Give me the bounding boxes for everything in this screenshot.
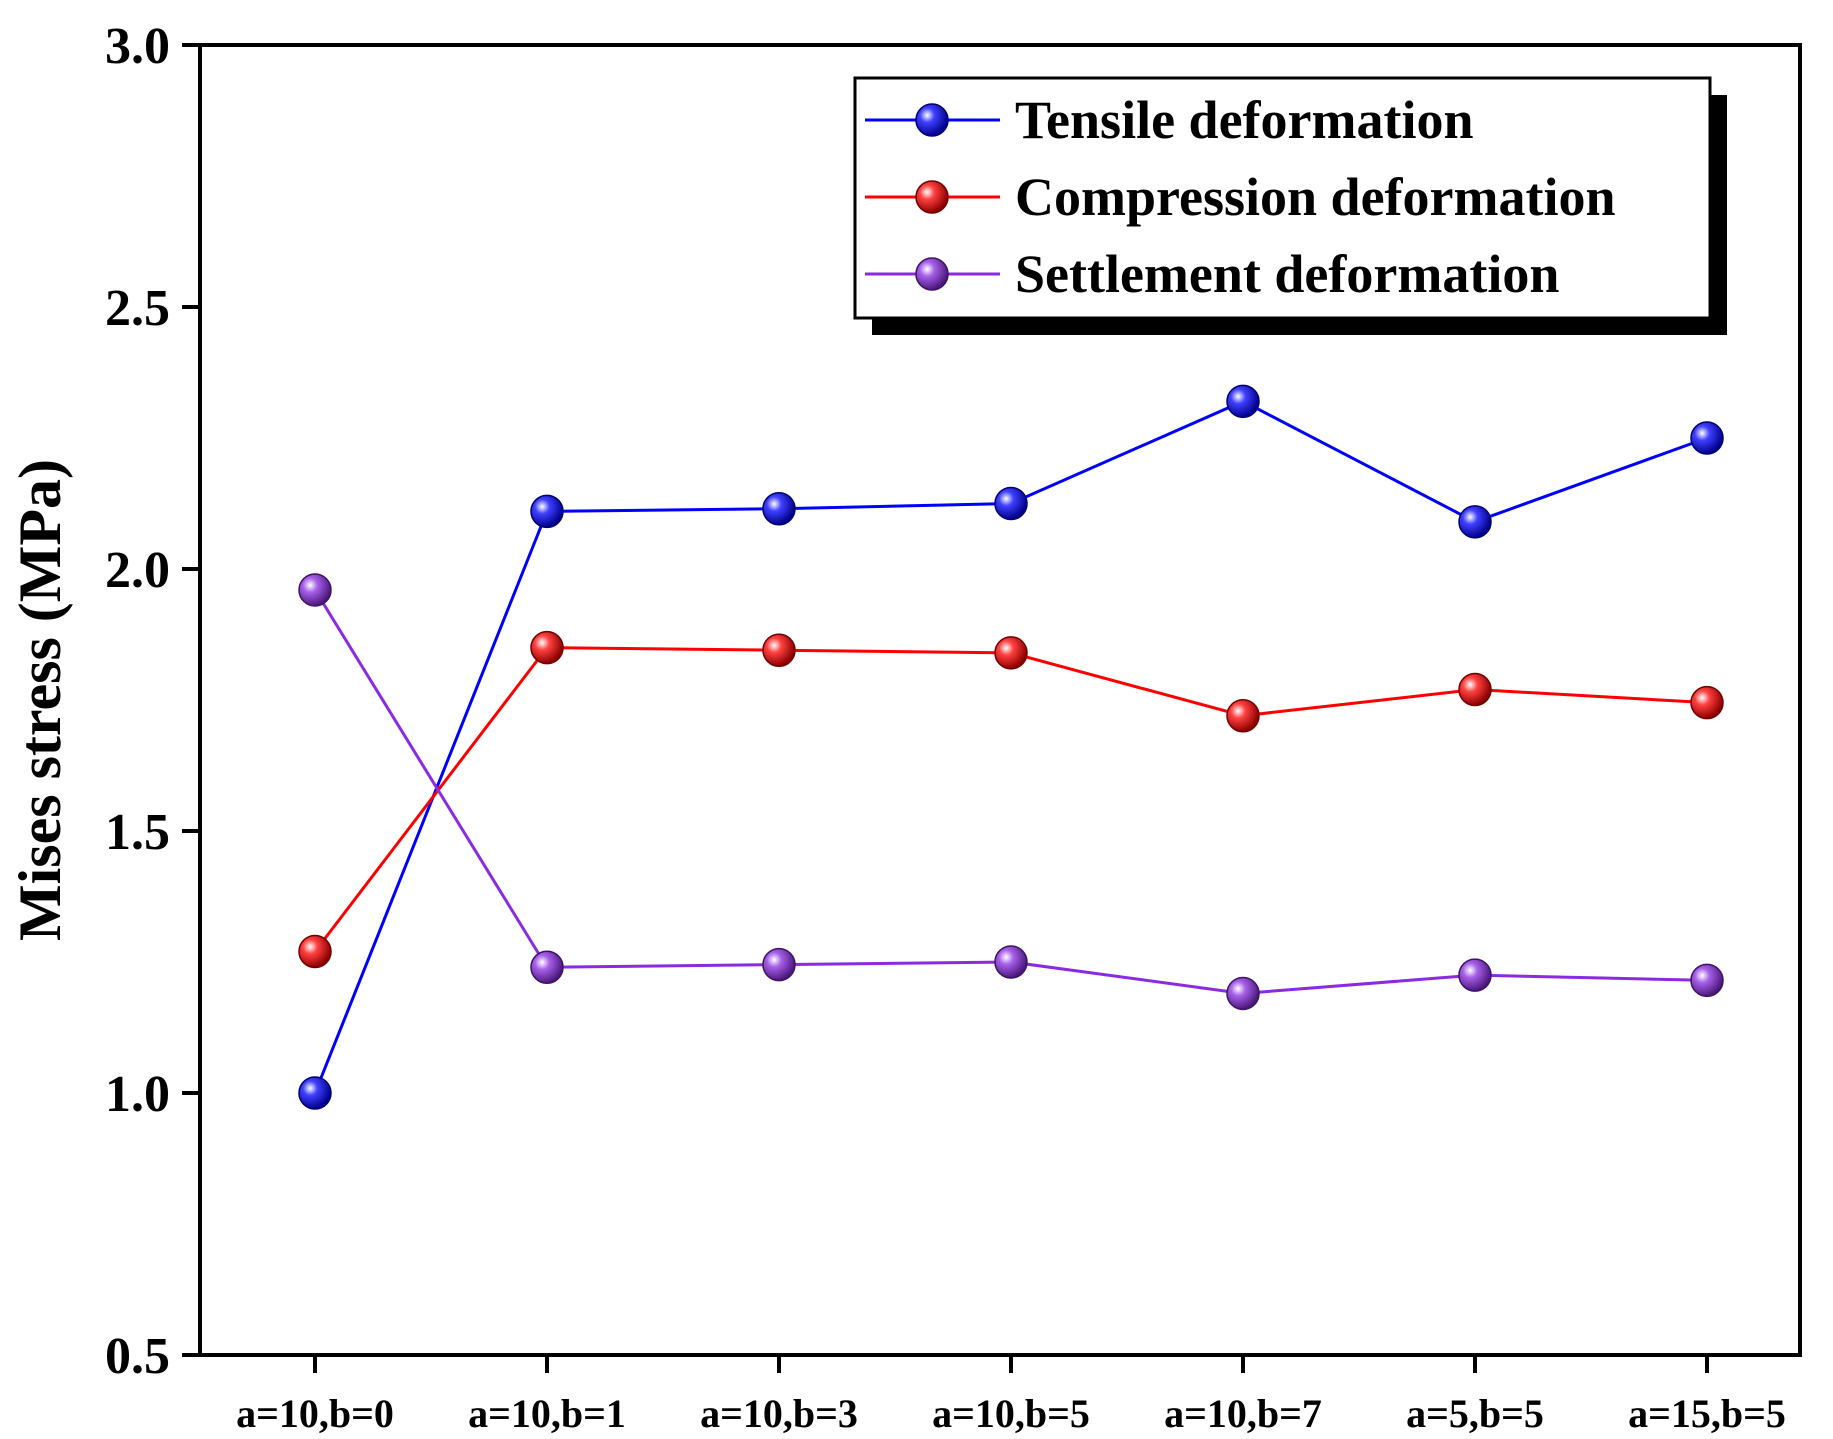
x-tick-label: a=10,b=1 (468, 1391, 626, 1436)
data-point (994, 486, 1028, 521)
legend-label: Tensile deformation (1015, 90, 1474, 150)
x-axis: a=10,b=0 a=10,b=1 a=10,b=3 a=10,b=5 a=10,b=7… (236, 1355, 1786, 1436)
x-tick-label: a=10,b=5 (932, 1391, 1090, 1436)
data-point (1690, 685, 1724, 720)
data-point (762, 947, 796, 982)
legend-marker (915, 257, 949, 291)
data-point (1226, 698, 1260, 733)
data-point (298, 573, 332, 607)
legend-label: Compression deformation (1015, 167, 1616, 227)
x-tick-label: a=10,b=3 (700, 1391, 858, 1436)
data-point (298, 934, 332, 969)
legend-marker (915, 180, 949, 214)
data-point (1690, 421, 1724, 455)
x-tick-label: a=5,b=5 (1406, 1391, 1544, 1436)
legend-marker (915, 103, 949, 137)
y-tick-label: 3.0 (105, 18, 170, 75)
data-point (994, 945, 1028, 979)
x-tick-label: a=10,b=7 (1164, 1391, 1322, 1436)
data-point (1458, 505, 1492, 539)
y-axis-title: Mises stress (MPa) (7, 459, 73, 941)
legend-label: Settlement deformation (1015, 244, 1559, 304)
data-point (530, 950, 564, 984)
data-point (530, 494, 564, 529)
series-line (313, 646, 1708, 953)
data-point (1690, 963, 1724, 998)
data-point (1226, 976, 1260, 1011)
y-axis: 0.5 1.0 1.5 2.0 2.5 3.0 (105, 18, 200, 1385)
y-tick-label: 2.5 (105, 280, 170, 337)
y-tick-label: 0.5 (105, 1328, 170, 1385)
data-point (1458, 672, 1492, 707)
y-tick-label: 2.0 (105, 542, 170, 599)
y-tick-label: 1.5 (105, 804, 170, 861)
data-point (298, 1076, 332, 1110)
data-point (1458, 958, 1492, 992)
x-tick-label: a=10,b=0 (236, 1391, 394, 1436)
series-layer (298, 384, 1724, 1110)
data-point (530, 630, 564, 665)
legend: Tensile deformation Compression deformati… (853, 76, 1727, 335)
data-point (762, 491, 796, 526)
plot-frame (198, 43, 1802, 1357)
y-tick-label: 1.0 (105, 1066, 170, 1123)
data-point (1226, 384, 1260, 419)
data-point (762, 633, 796, 667)
x-tick-label: a=15,b=5 (1628, 1391, 1786, 1436)
data-point (994, 636, 1028, 670)
